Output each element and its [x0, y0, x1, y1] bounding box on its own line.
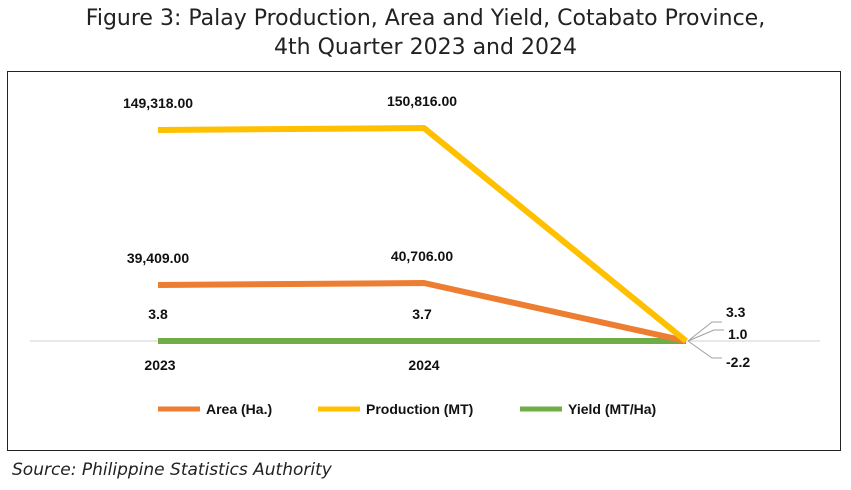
series-lines	[157, 125, 688, 344]
data-labels: 39,409.00 40,706.00 149,318.00 150,816.00 3.…	[123, 93, 750, 373]
legend-label-1: Production (MT)	[366, 401, 473, 417]
data-label-2-1: 3.7	[412, 306, 432, 322]
growth-leader-0	[687, 321, 722, 342]
legend: Area (Ha.) Production (MT) Yield (MT/Ha)	[158, 401, 656, 417]
chart-title-line2: 4th Quarter 2023 and 2024	[274, 35, 577, 60]
growth-leader-2	[687, 340, 722, 359]
data-label-0-0: 39,409.00	[127, 250, 189, 266]
growth-label-2: -2.2	[726, 354, 750, 370]
chart-frame	[7, 71, 841, 451]
series-line-1	[157, 125, 688, 344]
source-note: Source: Philippine Statistics Authority	[12, 460, 332, 480]
data-label-0-1: 40,706.00	[391, 248, 453, 264]
data-label-2-0: 3.8	[148, 306, 168, 322]
category-label-0: 2023	[144, 357, 175, 373]
growth-label-0: 3.3	[726, 304, 746, 320]
series-line-0	[157, 280, 687, 344]
chart-title-line1: Figure 3: Palay Production, Area and Yie…	[85, 6, 766, 31]
legend-label-0: Area (Ha.)	[206, 401, 272, 417]
growth-leader-1	[687, 329, 724, 342]
chart-title: Figure 3: Palay Production, Area and Yie…	[0, 4, 851, 62]
growth-label-1: 1.0	[728, 326, 748, 342]
data-label-1-1: 150,816.00	[387, 93, 457, 109]
data-label-1-0: 149,318.00	[123, 95, 193, 111]
category-label-1: 2024	[408, 357, 439, 373]
legend-label-2: Yield (MT/Ha)	[568, 401, 656, 417]
